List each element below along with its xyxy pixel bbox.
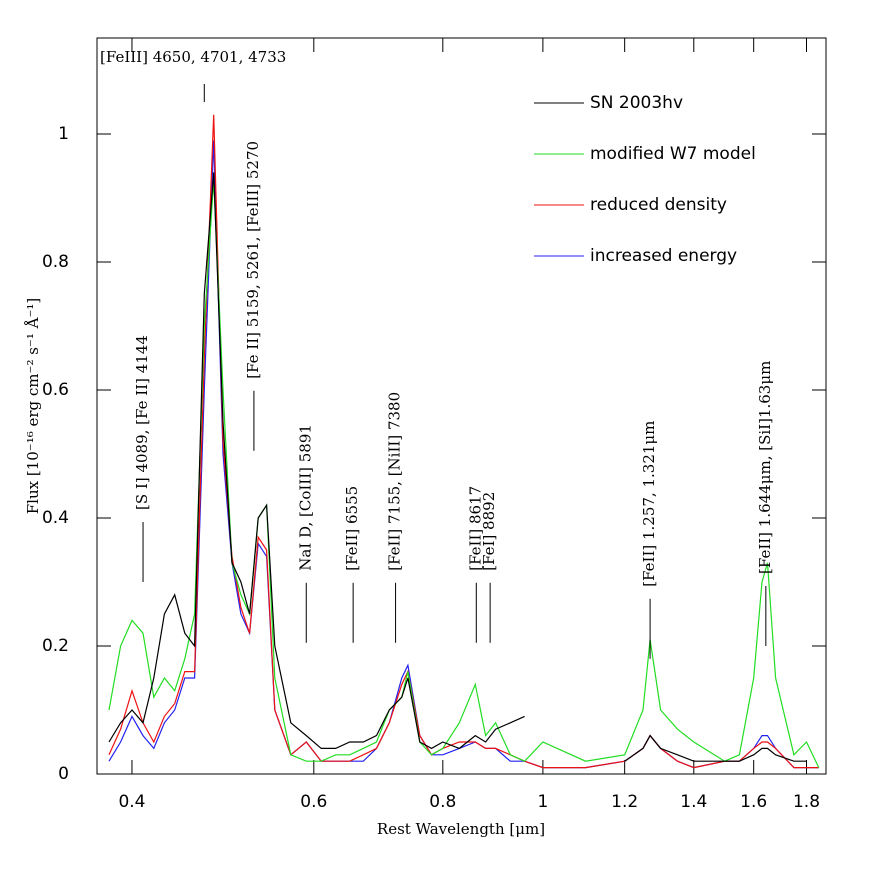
annotation-label: [Fe II] 5159, 5261, [FeIII] 5270 — [244, 141, 262, 379]
annotation-label: [FeII] 1.644μm, [SiI]1.63μm — [756, 361, 774, 574]
annotation-label: NaI D, [CoIII] 5891 — [296, 424, 314, 571]
annotation-label: [S I] 4089, [Fe II] 4144 — [133, 335, 151, 510]
spectrum-line — [108, 114, 819, 769]
x-tick-label: 0.8 — [429, 792, 456, 812]
y-tick-label: 0.4 — [42, 508, 69, 528]
annotation-label: [FeI] 8892 — [480, 492, 498, 571]
legend-label: reduced density — [590, 195, 727, 215]
x-tick-label: 1.2 — [611, 792, 638, 812]
y-tick-label: 0.6 — [42, 380, 69, 400]
x-tick-label: 1 — [537, 792, 548, 812]
x-axis-label: Rest Wavelength [μm] — [377, 820, 545, 838]
annotation-label: [FeIII] 4650, 4701, 4733 — [100, 48, 286, 66]
spectrum-line — [108, 178, 820, 768]
x-tick-label: 1.4 — [680, 792, 707, 812]
x-tick-label: 1.6 — [740, 792, 767, 812]
y-tick-label: 1 — [58, 124, 69, 144]
annotation-label: [FeII] 7155, [NiII] 7380 — [386, 392, 404, 571]
y-tick-label: 0.8 — [42, 252, 69, 272]
y-tick-label: 0 — [58, 764, 69, 784]
legend-label: increased energy — [590, 246, 737, 266]
plot-frame — [96, 37, 827, 775]
y-axis-label: Flux [10⁻¹⁶ erg cm⁻² s⁻¹ Å⁻¹] — [24, 298, 42, 515]
legend-label: SN 2003hv — [590, 93, 683, 113]
annotation-label: [FeII] 8617 — [466, 486, 484, 571]
y-tick-label: 0.2 — [42, 636, 69, 656]
annotation-label: [FeII] 6555 — [343, 486, 361, 571]
spectrum-line — [108, 172, 807, 762]
x-tick-label: 0.4 — [118, 792, 145, 812]
x-tick-label: 0.6 — [300, 792, 327, 812]
annotation-label: [FeII] 1.257, 1.321μm — [640, 421, 658, 587]
x-tick-label: 1.8 — [793, 792, 820, 812]
legend-label: modified W7 model — [590, 144, 756, 164]
